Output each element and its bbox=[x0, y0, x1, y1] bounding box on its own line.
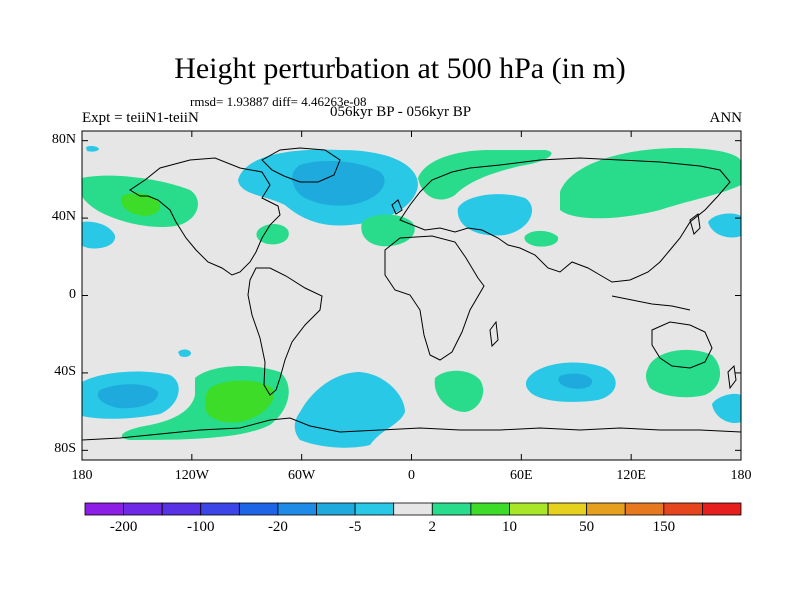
coastlines bbox=[82, 147, 741, 441]
latitude-axis bbox=[82, 140, 741, 451]
colorbar-label: -20 bbox=[267, 519, 288, 535]
africa-coast bbox=[384, 235, 485, 361]
lon-label: 180 bbox=[71, 468, 93, 483]
south-america-coast bbox=[247, 267, 323, 396]
anomaly-blob-north-pacific-core bbox=[120, 193, 161, 216]
period-label: 056kyr BP - 056kyr BP bbox=[330, 104, 472, 120]
lat-label: 0 bbox=[69, 286, 76, 302]
lon-label: 60E bbox=[510, 468, 533, 483]
lat-label: 40S bbox=[54, 363, 76, 379]
anomaly-blob-south-pacific-core bbox=[205, 380, 274, 423]
uk-coast bbox=[391, 199, 403, 215]
colorbar-label: 10 bbox=[501, 519, 517, 535]
anomaly-blob-arabia bbox=[524, 230, 559, 247]
colorbar-swatch bbox=[547, 502, 588, 516]
north-america-coast bbox=[129, 157, 281, 276]
colorbar-label: 50 bbox=[579, 519, 595, 535]
anomaly-blob-north-pacific-east bbox=[708, 213, 741, 238]
madagascar-coast bbox=[489, 320, 499, 348]
colorbar-swatch bbox=[509, 502, 549, 516]
anomaly-blob-south-africa bbox=[434, 370, 484, 412]
colorbar-label: -100 bbox=[187, 519, 215, 535]
colorbar-swatch bbox=[431, 502, 472, 516]
colorbar-swatch bbox=[238, 502, 279, 516]
colorbar-swatch bbox=[200, 502, 240, 516]
anomaly-blob-australia bbox=[645, 349, 721, 398]
colorbar-swatch bbox=[470, 502, 510, 516]
experiment-label: Expt = teiiN1-teiiN bbox=[82, 110, 199, 126]
longitude-axis bbox=[81, 131, 742, 460]
colorbar-swatch bbox=[586, 502, 626, 516]
anomaly-blob-greenland-core bbox=[292, 160, 385, 206]
colorbar-label: -5 bbox=[348, 519, 362, 535]
colorbar-swatch bbox=[702, 502, 742, 516]
lat-label: 40N bbox=[51, 209, 76, 225]
anomaly-blob-us-east bbox=[256, 224, 289, 245]
colorbar-swatch bbox=[393, 502, 433, 516]
colorbar-label: 2 bbox=[428, 519, 437, 535]
lat-label: 80S bbox=[54, 441, 76, 457]
colorbar-label: 150 bbox=[652, 519, 676, 535]
anomaly-blob-south-pacific-east bbox=[712, 393, 741, 424]
japan-coast bbox=[689, 213, 701, 235]
anomaly-blob-small-2 bbox=[86, 145, 99, 152]
new-zealand-coast bbox=[727, 364, 737, 390]
lon-label: 0 bbox=[408, 468, 415, 483]
colorbar-swatch bbox=[663, 502, 703, 516]
anomaly-blob-indian-ocean-core bbox=[558, 373, 593, 389]
anomaly-blob-pacific-west bbox=[82, 221, 116, 249]
anomaly-blob-caspian bbox=[457, 194, 533, 236]
lon-label: 60W bbox=[288, 468, 316, 483]
australia-coast bbox=[651, 321, 713, 369]
colorbar-swatch bbox=[316, 502, 356, 516]
lat-label: 80N bbox=[51, 131, 76, 147]
colorbar-swatch bbox=[277, 502, 317, 516]
colorbar-swatch bbox=[84, 502, 124, 516]
anomaly-blob-small-1 bbox=[178, 349, 191, 357]
season-label: ANN bbox=[709, 110, 743, 126]
lon-label: 120E bbox=[616, 468, 646, 483]
eurasia-coast bbox=[399, 157, 731, 283]
anomaly-blob-south-pacific-west-core bbox=[97, 384, 159, 409]
colorbar-swatch bbox=[354, 502, 395, 516]
colorbar-swatch bbox=[624, 502, 665, 516]
colorbar-label: -200 bbox=[109, 519, 138, 535]
lon-label: 120W bbox=[174, 468, 209, 483]
greenland-coast bbox=[261, 147, 341, 183]
map-field bbox=[82, 131, 741, 460]
rmsd-stats: rmsd= 1.93887 diff= 4.46263e-08 bbox=[190, 94, 367, 109]
plot-title: Height perturbation at 500 hPa (in m) bbox=[174, 52, 626, 85]
lon-label: 180 bbox=[730, 468, 752, 483]
colorbar-swatch bbox=[123, 502, 163, 516]
indonesia-coast bbox=[611, 295, 691, 311]
colorbar-swatch bbox=[161, 502, 202, 516]
antarctica-coast bbox=[82, 417, 741, 441]
colorbar bbox=[84, 502, 742, 516]
